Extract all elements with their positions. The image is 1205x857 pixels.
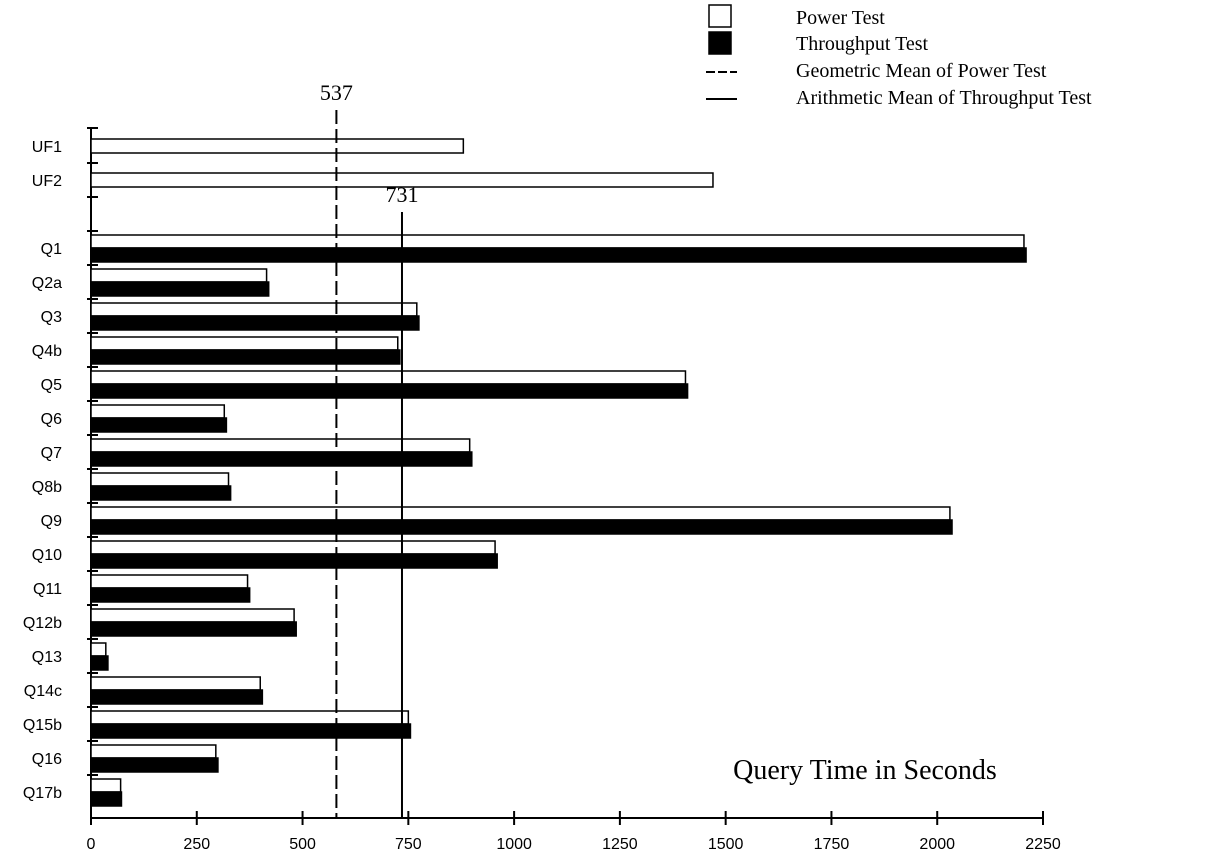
legend-label-arithmetic-mean: Arithmetic Mean of Throughput Test <box>796 87 1092 109</box>
bar-throughput-test <box>90 281 270 297</box>
category-label: Q15b <box>23 717 62 734</box>
category-label: Q6 <box>41 411 62 428</box>
y-ticks <box>87 127 98 776</box>
category-label: Q1 <box>41 241 62 258</box>
x-tick-label: 1250 <box>602 836 638 853</box>
category-label: Q14c <box>24 683 62 700</box>
category-label: Q5 <box>41 377 62 394</box>
bar-power-test <box>90 744 217 759</box>
category-label: Q7 <box>41 445 62 462</box>
bar-power-test <box>90 302 418 317</box>
bar-power-test <box>90 138 465 154</box>
bar-throughput-test <box>90 553 498 569</box>
bar-throughput-test <box>90 621 297 637</box>
reference-line-label: 731 <box>385 182 418 207</box>
category-label: Q11 <box>33 581 62 598</box>
bar-throughput-test <box>90 451 473 467</box>
legend-swatch-throughput-test <box>708 31 732 55</box>
category-label: Q10 <box>32 547 62 564</box>
bar-power-test <box>90 642 107 657</box>
category-label: Q16 <box>32 751 62 768</box>
x-tick-label: 500 <box>289 836 316 853</box>
x-ticks: 0 250 500 750 1000 1250 1500 1750 2000 2250 <box>87 811 1061 853</box>
category-label: Q4b <box>32 343 62 360</box>
bar-throughput-test <box>90 723 412 739</box>
legend-label-power-test: Power Test <box>796 7 885 29</box>
x-tick-label: 1500 <box>708 836 744 853</box>
bar-power-test <box>90 540 496 555</box>
category-label: UF1 <box>32 139 62 156</box>
x-tick-label: 2250 <box>1025 836 1061 853</box>
bar-throughput-test <box>90 383 689 399</box>
bar-throughput-test <box>90 757 219 773</box>
legend: Power Test Throughput Test Geometric Mea… <box>706 4 1092 109</box>
bar-power-test <box>90 710 410 725</box>
bar-throughput-test <box>90 349 401 365</box>
bar-throughput-test <box>90 247 1027 263</box>
category-label: Q12b <box>23 615 62 632</box>
bar-throughput-test <box>90 485 232 501</box>
legend-label-throughput-test: Throughput Test <box>796 33 929 55</box>
x-tick-label: 2000 <box>919 836 955 853</box>
bar-power-test <box>90 234 1025 249</box>
bar-throughput-test <box>90 689 264 705</box>
bar-power-test <box>90 268 268 283</box>
bar-throughput-test <box>90 587 251 603</box>
reference-lines: 537 731 <box>320 80 418 818</box>
category-labels: UF1 UF2 Q1 Q2a Q3 Q4b Q5 Q6 Q7 Q8b Q9 Q10 Q11 Q12b Q13… <box>23 139 62 802</box>
bar-throughput-test <box>90 315 420 331</box>
bar-throughput-test <box>90 519 953 535</box>
category-label: Q2a <box>32 275 62 292</box>
x-tick-label: 1000 <box>496 836 532 853</box>
bar-power-test <box>90 370 687 385</box>
bar-throughput-test <box>90 417 228 433</box>
bar-power-test <box>90 778 122 793</box>
reference-line-label: 537 <box>320 80 353 105</box>
category-label: Q17b <box>23 785 62 802</box>
bar-power-test <box>90 472 230 487</box>
legend-label-geometric-mean: Geometric Mean of Power Test <box>796 60 1047 82</box>
category-label: UF2 <box>32 173 62 190</box>
bar-power-test <box>90 336 399 351</box>
bar-power-test <box>90 172 714 188</box>
category-label: Q8b <box>32 479 62 496</box>
bar-power-test <box>90 404 226 419</box>
category-label: Q13 <box>32 649 62 666</box>
category-label: Q3 <box>41 309 62 326</box>
legend-swatch-power-test <box>708 4 732 28</box>
bars <box>90 138 1027 807</box>
bar-power-test <box>90 608 295 623</box>
x-axis-title: Query Time in Seconds <box>733 755 997 786</box>
x-tick-label: 250 <box>183 836 210 853</box>
bar-throughput-test <box>90 791 123 807</box>
x-tick-label: 750 <box>395 836 422 853</box>
bar-power-test <box>90 506 951 521</box>
bar-power-test <box>90 438 471 453</box>
bar-power-test <box>90 676 261 691</box>
bar-throughput-test <box>90 655 109 671</box>
x-tick-label: 0 <box>87 836 96 853</box>
x-tick-label: 1750 <box>814 836 850 853</box>
category-label: Q9 <box>41 513 62 530</box>
bar-power-test <box>90 574 249 589</box>
